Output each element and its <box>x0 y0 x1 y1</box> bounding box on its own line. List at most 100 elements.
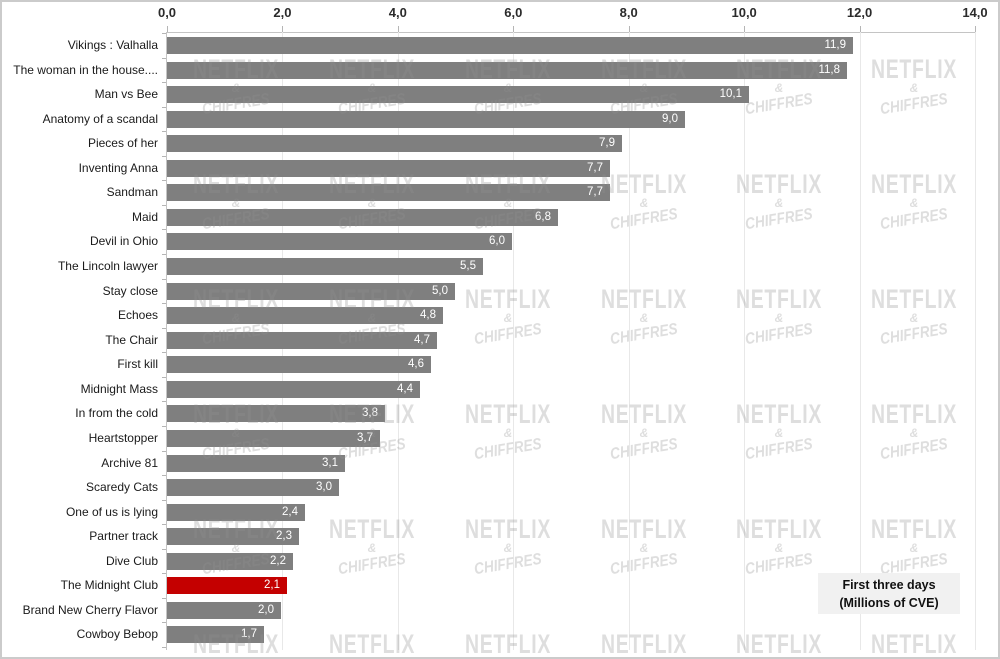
x-axis-tick-mark <box>628 26 630 32</box>
watermark: NETFLIX&CHIFFRES <box>433 399 583 464</box>
bar: 7,7 <box>167 184 610 201</box>
x-axis-tick-mark <box>513 26 515 32</box>
watermark-ampersand: & <box>909 81 919 95</box>
watermark: NETFLIX&CHIFFRES <box>569 399 719 464</box>
bar: 7,9 <box>167 135 622 152</box>
watermark-netflix-text: NETFLIX <box>735 629 823 659</box>
watermark-ampersand: & <box>367 541 377 555</box>
watermark-chiffres-text: CHIFFRES <box>879 205 949 234</box>
category-label: Brand New Cherry Flavor <box>22 603 158 617</box>
bar-value-label: 11,8 <box>818 64 840 76</box>
y-axis-tick-mark <box>162 156 166 157</box>
watermark: NETFLIX&CHIFFRES <box>839 56 989 119</box>
watermark: NETFLIX&CHIFFRES <box>297 516 447 579</box>
category-label: Midnight Mass <box>80 382 158 396</box>
watermark-netflix-text: NETFLIX <box>870 629 958 659</box>
watermark: NETFLIX&CHIFFRES <box>839 286 989 349</box>
watermark: NETFLIX&CHIFFRES <box>433 514 583 579</box>
watermark-netflix-text: NETFLIX <box>870 514 958 544</box>
category-label: The Midnight Club <box>60 578 158 592</box>
watermark: NETFLIX&CHIFFRES <box>569 286 719 349</box>
y-axis-tick-mark <box>162 401 166 402</box>
watermark-netflix-text: NETFLIX <box>328 629 416 659</box>
watermark: NETFLIX&CHIFFRES <box>839 169 989 234</box>
watermark-ampersand: & <box>639 426 649 440</box>
y-axis-tick-mark <box>162 524 166 525</box>
category-label: Vikings : Valhalla <box>67 38 158 52</box>
y-axis-tick-mark <box>162 328 166 329</box>
watermark: NETFLIX&CHIFFRES <box>569 514 719 579</box>
watermark: NETFLIX&CHIFFRES <box>433 284 583 349</box>
y-axis-tick-mark <box>162 647 166 648</box>
watermark-netflix-text: NETFLIX <box>464 514 552 544</box>
watermark-chiffres-text: CHIFFRES <box>744 435 814 464</box>
category-label: Scaredy Cats <box>85 480 158 494</box>
watermark-netflix-text: NETFLIX <box>870 169 958 199</box>
y-axis-tick-mark <box>162 205 166 206</box>
bar-value-label: 7,7 <box>587 186 603 198</box>
y-axis-tick-mark <box>162 279 166 280</box>
watermark-chiffres-text: CHIFFRES <box>609 320 679 349</box>
watermark-netflix-text: NETFLIX <box>464 629 552 659</box>
watermark-netflix-text: NETFLIX <box>600 399 688 429</box>
bar: 4,7 <box>167 332 437 349</box>
bar-value-label: 4,4 <box>397 383 413 395</box>
x-axis-tick-mark <box>975 26 976 32</box>
watermark-chiffres-text: CHIFFRES <box>744 320 814 349</box>
watermark-netflix-text: NETFLIX <box>735 399 823 429</box>
watermark-ampersand: & <box>503 311 513 325</box>
y-axis-tick-mark <box>162 352 166 353</box>
bar-value-label: 2,2 <box>270 555 286 567</box>
bar-value-label: 3,8 <box>362 407 378 419</box>
watermark-netflix-text: NETFLIX <box>464 399 552 429</box>
bar: 9,0 <box>167 111 685 128</box>
bar-value-label: 6,0 <box>489 235 505 247</box>
legend-box: First three days (Millions of CVE) <box>818 573 960 614</box>
watermark-netflix-text: NETFLIX <box>600 514 688 544</box>
watermark: NETFLIX&CHIFFRES <box>839 401 989 464</box>
x-axis-tick-mark <box>744 26 746 32</box>
watermark-ampersand: & <box>503 426 513 440</box>
gridline <box>975 32 976 650</box>
bar: 2,2 <box>167 553 293 570</box>
y-axis-tick-mark <box>162 303 166 304</box>
bar-value-label: 7,9 <box>599 137 615 149</box>
bar: 2,1 <box>167 577 287 594</box>
y-axis-tick-mark <box>162 622 166 623</box>
legend-line2: (Millions of CVE) <box>839 595 939 610</box>
bar-value-label: 4,8 <box>420 309 436 321</box>
category-label: Man vs Bee <box>94 87 158 101</box>
x-axis-tick-label: 8,0 <box>619 5 638 20</box>
y-axis-tick-mark <box>162 254 166 255</box>
gridline <box>859 32 861 650</box>
category-label: Echoes <box>117 308 158 322</box>
y-axis-tick-mark <box>162 229 166 230</box>
watermark-ampersand: & <box>774 196 784 210</box>
bar: 2,0 <box>167 602 281 619</box>
bar-value-label: 1,7 <box>241 628 257 640</box>
category-label: Inventing Anna <box>78 161 158 175</box>
watermark-ampersand: & <box>909 541 919 555</box>
x-axis-tick-label: 12,0 <box>846 5 873 20</box>
bar: 5,5 <box>167 258 483 275</box>
watermark: NETFLIX&CHIFFRES <box>569 631 719 658</box>
watermark-chiffres-text: CHIFFRES <box>609 205 679 234</box>
legend-line1: First three days <box>842 577 936 592</box>
watermark: NETFLIX&CHIFFRES <box>839 629 989 659</box>
watermark-chiffres-text: CHIFFRES <box>609 550 679 579</box>
watermark-netflix-text: NETFLIX <box>464 284 552 314</box>
bar-value-label: 11,9 <box>824 39 846 51</box>
bar-value-label: 5,5 <box>460 260 476 272</box>
bar-value-label: 6,8 <box>535 211 551 223</box>
x-axis-tick-label: 14,0 <box>962 5 988 20</box>
y-axis-tick-mark <box>162 598 166 599</box>
watermark-ampersand: & <box>909 311 919 325</box>
category-label: First kill <box>117 357 158 371</box>
bar-value-label: 2,3 <box>276 530 292 542</box>
bar: 3,0 <box>167 479 339 496</box>
bar-value-label: 5,0 <box>432 285 448 297</box>
watermark-chiffres-text: CHIFFRES <box>744 205 814 234</box>
y-axis-tick-mark <box>162 500 166 501</box>
watermark-ampersand: & <box>909 426 919 440</box>
